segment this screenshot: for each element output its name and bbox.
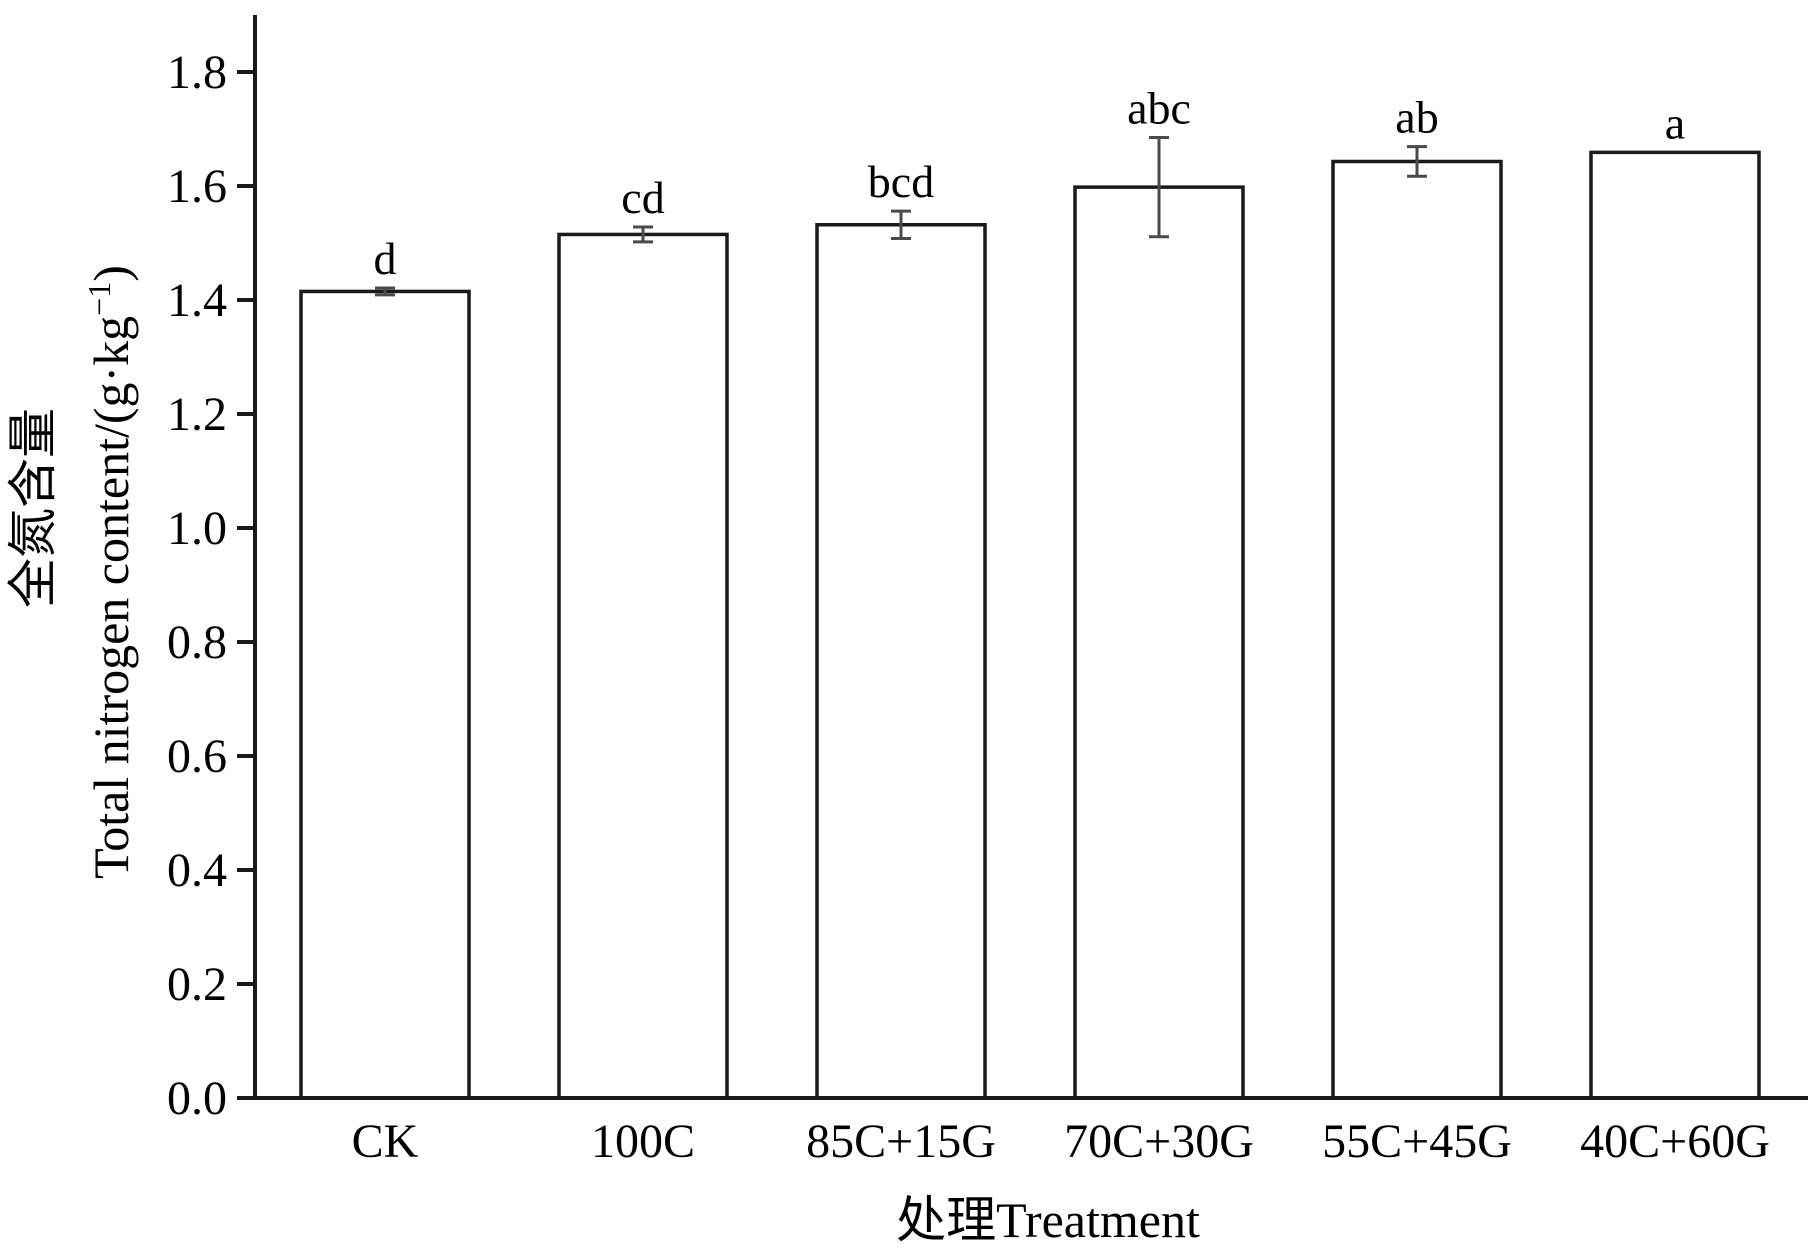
y-tick-label: 1.2: [167, 388, 227, 441]
significance-label: bcd: [868, 156, 934, 207]
significance-label: a: [1665, 97, 1685, 148]
y-tick-label: 0.0: [167, 1072, 227, 1125]
axes-layer: [253, 15, 1808, 1100]
y-tick-label: 1.0: [167, 502, 227, 555]
y-tick-label: 0.8: [167, 616, 227, 669]
y-tick-label: 0.2: [167, 958, 227, 1011]
significance-label: cd: [621, 172, 664, 223]
y-axis-title-superscript: −1: [81, 282, 117, 316]
x-category-label: 70C+30G: [1064, 1115, 1254, 1168]
y-ticks-layer: 0.0 0.2 0.4 0.6 0.8 1.0 1.2 1.4 1.6 1.8: [167, 46, 255, 1125]
y-axis-title-close: ): [83, 265, 139, 282]
significance-label: ab: [1395, 92, 1438, 143]
x-category-label: 40C+60G: [1580, 1115, 1770, 1168]
y-axis-title: 全氮含量 Total nitrogen content/(g·kg−1): [5, 265, 139, 879]
bar: [1331, 159, 1503, 1100]
y-tick-label: 0.4: [167, 844, 227, 897]
significance-labels: d cd bcd abc ab a: [374, 83, 1686, 284]
y-tick-label: 1.6: [167, 160, 227, 213]
y-tick-label: 0.6: [167, 730, 227, 783]
x-category-label: 85C+15G: [806, 1115, 996, 1168]
x-category-labels: CK 100C 85C+15G 70C+30G 55C+45G 40C+60G: [352, 1115, 1770, 1168]
bar: [815, 223, 987, 1100]
y-tick-label: 1.4: [167, 274, 227, 327]
y-tick-label: 1.8: [167, 46, 227, 99]
x-axis-title: 处理Treatment: [896, 1192, 1200, 1248]
error-bars-layer: [375, 136, 1427, 297]
bar: [557, 232, 729, 1100]
bar: [299, 289, 471, 1100]
x-category-label: CK: [352, 1115, 419, 1168]
y-axis-title-chinese: 全氮含量: [5, 408, 61, 608]
y-axis-title-english: Total nitrogen content/(g·kg−1): [81, 265, 139, 879]
bar: [1073, 185, 1245, 1100]
significance-label: d: [374, 233, 397, 284]
x-category-label: 55C+45G: [1322, 1115, 1512, 1168]
significance-label: abc: [1127, 83, 1191, 134]
bar: [1589, 150, 1761, 1100]
bars-layer: [299, 150, 1761, 1100]
y-axis-title-main: Total nitrogen content/(g·kg: [83, 316, 139, 879]
x-category-label: 100C: [591, 1115, 695, 1168]
